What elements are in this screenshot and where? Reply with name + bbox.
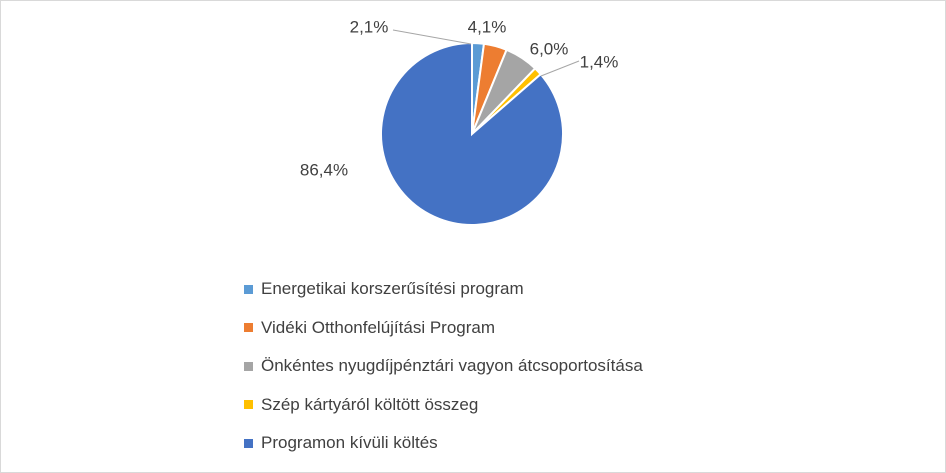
data-labels: 2,1% 4,1% 6,0% 1,4% 86,4% — [300, 17, 618, 179]
legend-swatch — [244, 361, 253, 371]
legend-label: Vidéki Otthonfelújítási Program — [261, 317, 496, 337]
legend-swatch — [244, 438, 253, 448]
data-label: 4,1% — [468, 17, 507, 36]
legend-label: Programon kívüli költés — [261, 433, 438, 453]
legend-label: Energetikai korszerűsítési program — [261, 279, 524, 299]
leader-lines — [392, 29, 580, 77]
legend-item: Önkéntes nyugdíjpénztári vagyon átcsopor… — [244, 347, 643, 386]
leader-line — [392, 29, 472, 45]
data-label: 6,0% — [530, 39, 569, 58]
legend-label: Szép kártyáról költött összeg — [261, 394, 479, 414]
data-label: 1,4% — [580, 52, 619, 71]
pie-slices — [380, 41, 564, 226]
legend-label: Önkéntes nyugdíjpénztári vagyon átcsopor… — [261, 356, 643, 376]
leader-line — [540, 60, 580, 77]
legend-item: Szép kártyáról költött összeg — [244, 386, 643, 425]
pie-slice — [380, 41, 564, 226]
data-label: 2,1% — [350, 17, 389, 36]
legend: Energetikai korszerűsítési program Vidék… — [244, 270, 643, 463]
legend-swatch — [244, 400, 253, 410]
legend-item: Programon kívüli költés — [244, 424, 643, 463]
legend-swatch — [244, 323, 253, 333]
legend-item: Vidéki Otthonfelújítási Program — [244, 309, 643, 348]
legend-item: Energetikai korszerűsítési program — [244, 270, 643, 309]
data-label: 86,4% — [300, 160, 348, 179]
legend-swatch — [244, 284, 253, 294]
